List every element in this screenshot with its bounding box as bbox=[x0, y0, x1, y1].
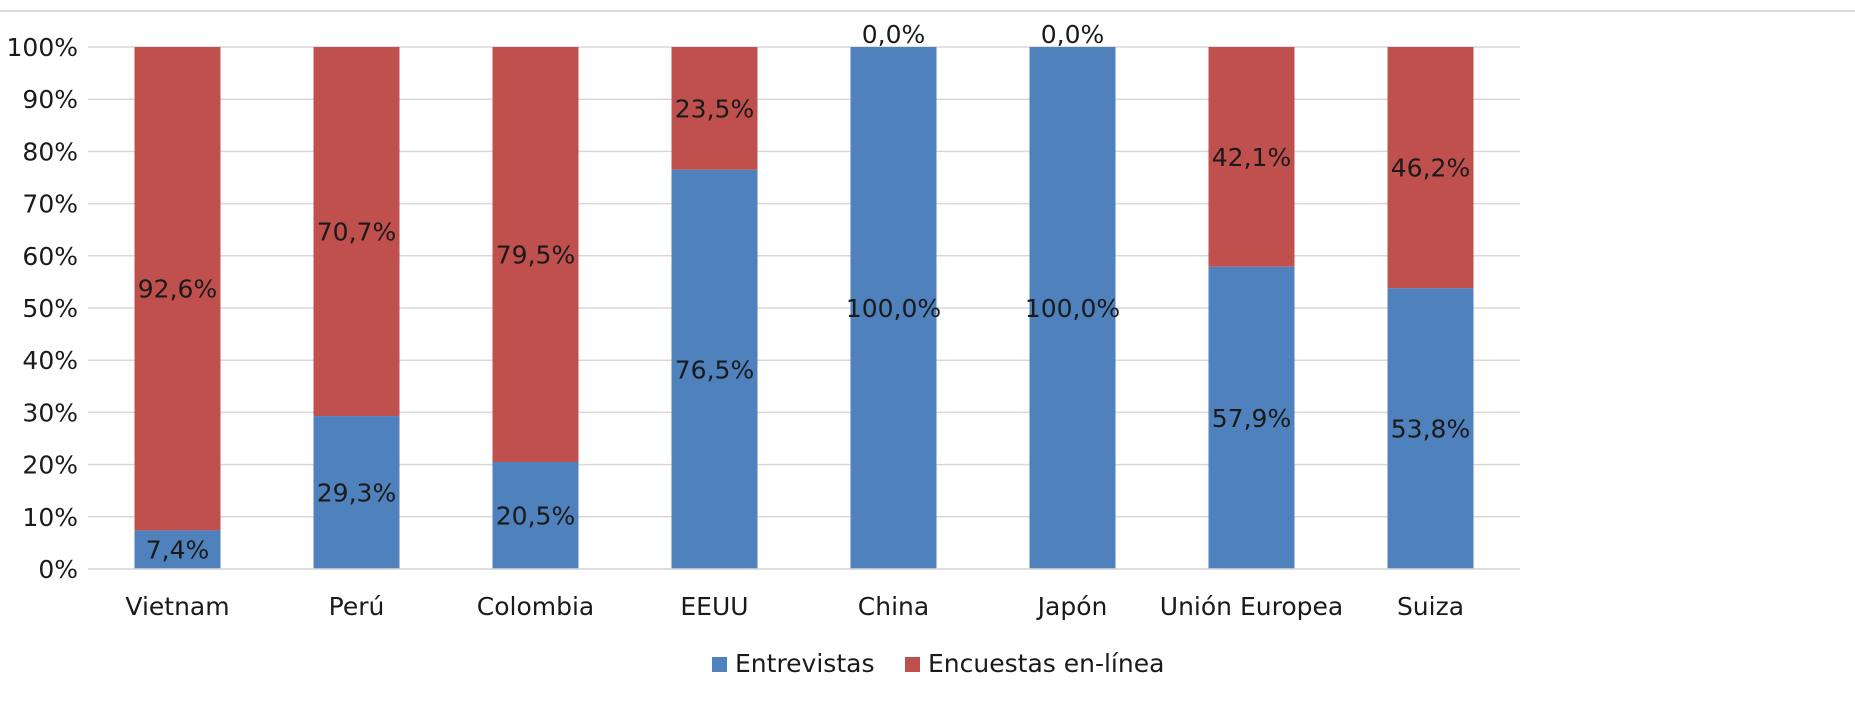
x-tick-label: EEUU bbox=[680, 592, 748, 621]
y-tick-label: 20% bbox=[22, 451, 78, 480]
y-tick-label: 70% bbox=[22, 190, 78, 219]
y-tick-label: 10% bbox=[22, 503, 78, 532]
data-label: 0,0% bbox=[862, 20, 926, 49]
x-tick-label: Suiza bbox=[1397, 592, 1464, 621]
bar-segment-encuestas bbox=[313, 47, 400, 417]
bar-segment-entrevistas bbox=[492, 461, 579, 569]
bar-segment-encuestas bbox=[671, 47, 758, 170]
data-label: 53,8% bbox=[1391, 415, 1470, 444]
legend-label: Encuestas en-línea bbox=[928, 649, 1164, 678]
x-axis: Vietnam Perú Colombia EEUU China Japón Unión E… bbox=[88, 568, 1520, 621]
data-label: 7,4% bbox=[146, 536, 210, 565]
y-tick-label: 0% bbox=[38, 555, 78, 584]
bars bbox=[134, 47, 1474, 570]
data-label: 79,5% bbox=[496, 240, 575, 269]
x-tick-label: China bbox=[858, 592, 929, 621]
top-border bbox=[0, 10, 1855, 12]
legend-label: Entrevistas bbox=[735, 649, 874, 678]
y-axis: 0% 10% 20% 30% 40% 50% 60% 70% 80% 90% 100% bbox=[7, 33, 78, 584]
data-label: 20,5% bbox=[496, 501, 575, 530]
data-label: 23,5% bbox=[675, 94, 754, 123]
data-label: 0,0% bbox=[1041, 20, 1105, 49]
gridlines bbox=[88, 46, 1520, 570]
x-tick-label: Unión Europea bbox=[1160, 592, 1343, 621]
bar-segment-entrevistas bbox=[671, 169, 758, 570]
y-tick-label: 60% bbox=[22, 242, 78, 271]
data-label: 46,2% bbox=[1391, 154, 1470, 183]
bar-segment-encuestas bbox=[1387, 47, 1474, 289]
data-label: 76,5% bbox=[675, 355, 754, 384]
data-label: 29,3% bbox=[317, 479, 396, 508]
bar-segment-entrevistas bbox=[1387, 288, 1474, 569]
x-tick-label: Vietnam bbox=[125, 592, 229, 621]
x-tick-label: Japón bbox=[1036, 592, 1108, 621]
bar-segment-entrevistas bbox=[1029, 47, 1116, 569]
bar-segment-entrevistas bbox=[313, 416, 400, 569]
y-tick-label: 40% bbox=[22, 346, 78, 375]
data-label: 92,6% bbox=[138, 275, 217, 304]
bar-segment-encuestas bbox=[1208, 47, 1295, 267]
bar-segment-entrevistas bbox=[1208, 266, 1295, 569]
data-labels: 7,4% 92,6% 29,3% 70,7% 20,5% 79,5% 76,5% 23,5% 1… bbox=[138, 20, 1470, 565]
data-label: 42,1% bbox=[1212, 143, 1291, 172]
data-label: 57,9% bbox=[1212, 404, 1291, 433]
y-tick-label: 100% bbox=[7, 33, 78, 62]
x-tick-label: Perú bbox=[329, 592, 385, 621]
data-label: 70,7% bbox=[317, 218, 396, 247]
bar-segment-encuestas bbox=[492, 47, 579, 462]
legend-swatch-encuestas bbox=[905, 657, 920, 672]
bar-segment-entrevistas bbox=[850, 47, 937, 569]
x-tick-label: Colombia bbox=[477, 592, 594, 621]
legend: Entrevistas Encuestas en-línea bbox=[712, 649, 1164, 678]
y-tick-label: 50% bbox=[22, 294, 78, 323]
y-tick-label: 90% bbox=[22, 85, 78, 114]
y-tick-label: 30% bbox=[22, 398, 78, 427]
bar-segment-encuestas bbox=[134, 47, 221, 531]
legend-swatch-entrevistas bbox=[712, 657, 727, 672]
data-label: 100,0% bbox=[846, 294, 941, 323]
data-label: 100,0% bbox=[1025, 294, 1120, 323]
y-tick-label: 80% bbox=[22, 137, 78, 166]
bar-segment-entrevistas bbox=[134, 530, 221, 569]
